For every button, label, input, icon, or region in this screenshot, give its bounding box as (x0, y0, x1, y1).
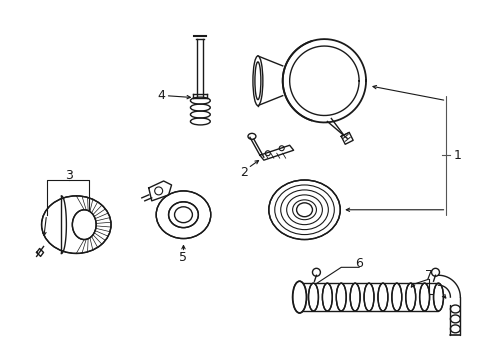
Text: 1: 1 (452, 149, 460, 162)
Text: 7: 7 (424, 269, 432, 282)
Ellipse shape (308, 283, 318, 311)
Ellipse shape (336, 283, 346, 311)
Ellipse shape (292, 281, 306, 313)
Ellipse shape (252, 56, 263, 105)
Ellipse shape (268, 180, 340, 239)
Ellipse shape (419, 283, 428, 311)
Text: 6: 6 (354, 257, 362, 270)
Ellipse shape (433, 283, 443, 311)
Ellipse shape (349, 283, 359, 311)
Ellipse shape (294, 283, 304, 311)
Ellipse shape (322, 283, 332, 311)
Ellipse shape (377, 283, 387, 311)
Ellipse shape (391, 283, 401, 311)
Text: 4: 4 (157, 89, 165, 102)
Ellipse shape (168, 202, 198, 228)
Ellipse shape (41, 196, 111, 253)
Ellipse shape (156, 191, 210, 239)
Ellipse shape (364, 283, 373, 311)
Ellipse shape (72, 210, 96, 239)
Text: 3: 3 (65, 168, 73, 181)
Ellipse shape (405, 283, 415, 311)
Text: 2: 2 (240, 166, 247, 179)
Text: 5: 5 (179, 251, 187, 264)
